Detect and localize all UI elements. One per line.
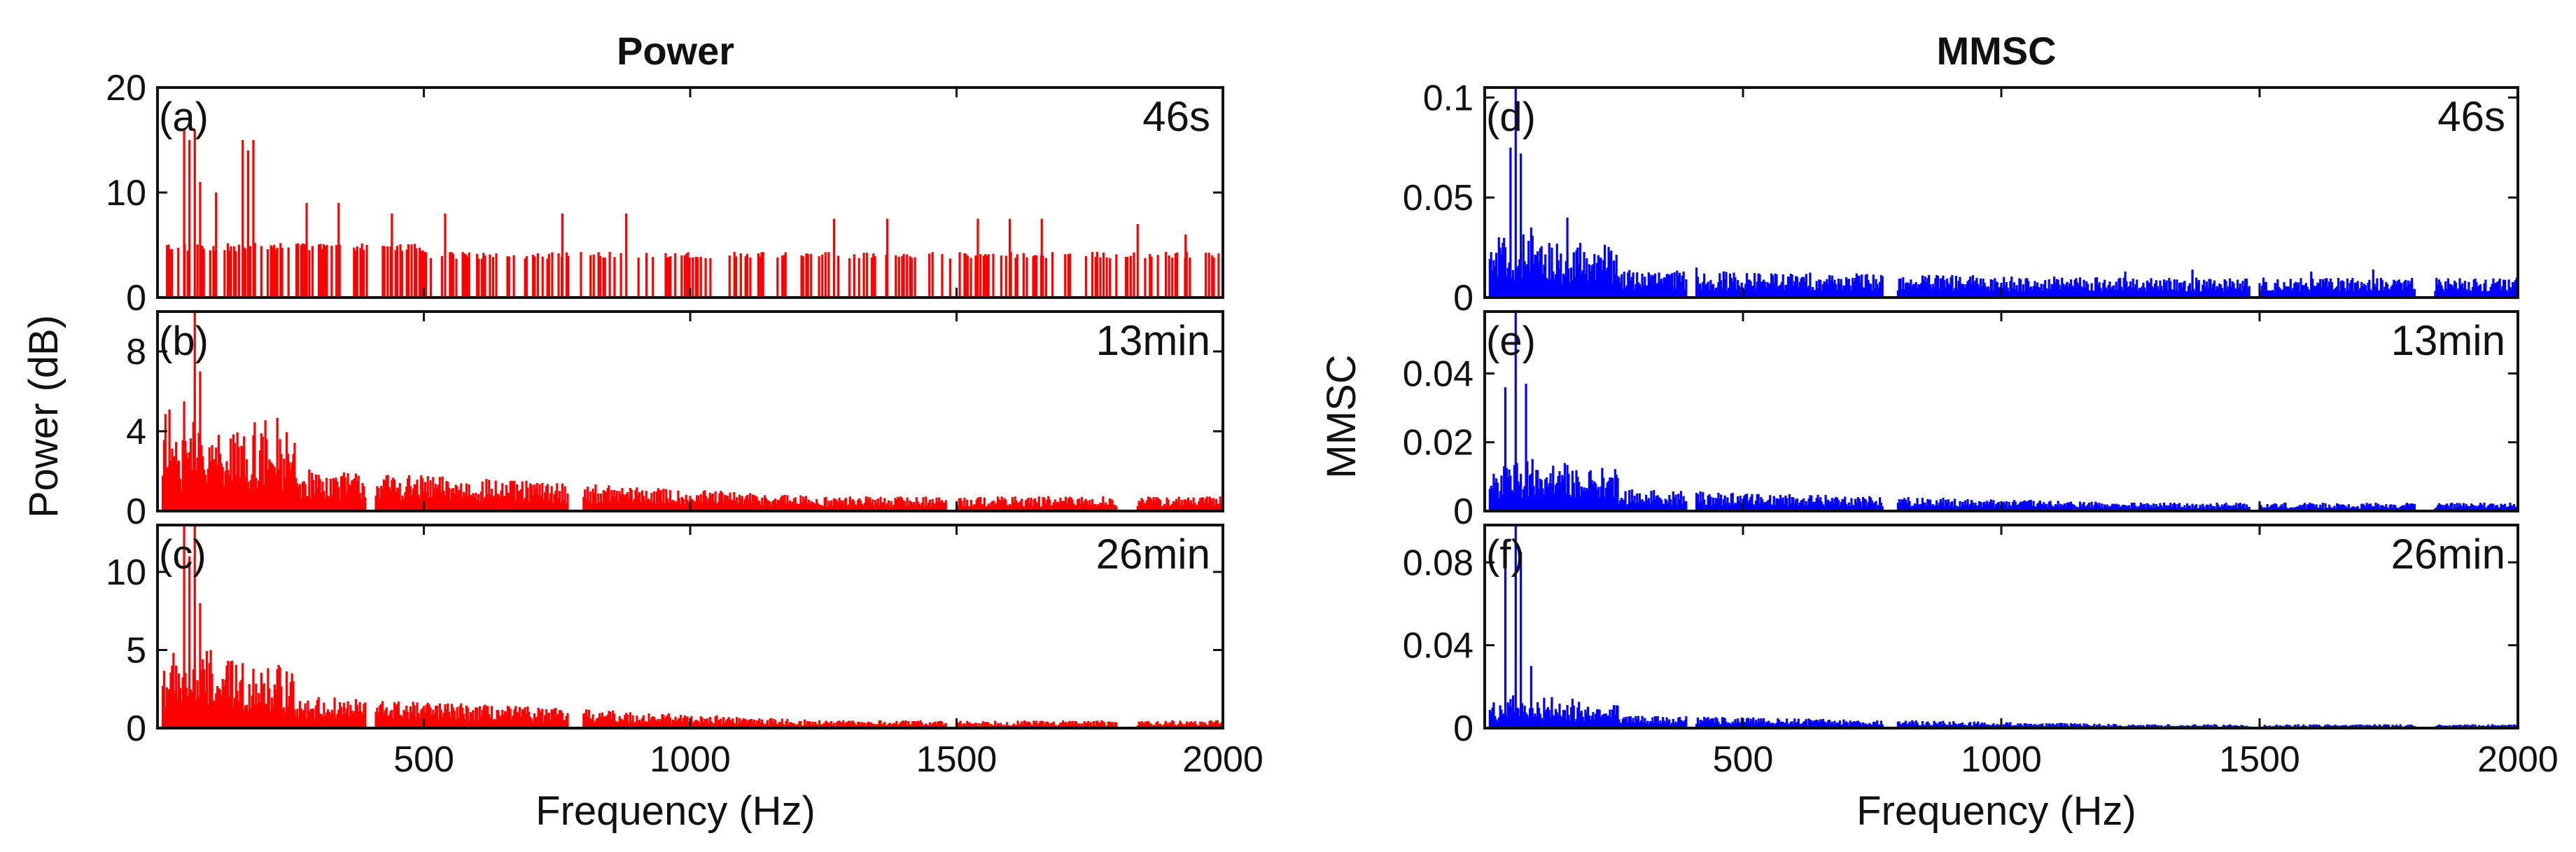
time-label-b: 13min bbox=[1096, 317, 1210, 364]
plot-frame-e bbox=[1483, 310, 2519, 512]
y-tick-label-d-1: 0.05 bbox=[1403, 178, 1474, 218]
right-y-axis-label: MMSC bbox=[1319, 354, 1364, 478]
left-column-title: Power bbox=[617, 29, 734, 73]
plot-frame-f bbox=[1483, 524, 2519, 729]
plot-frame-c bbox=[156, 524, 1224, 729]
panels: 0 10 20 (a) 46s 0 4 8 (b) 13min 0 5 10 500 1000 1500 200… bbox=[106, 68, 2558, 780]
panel-label-e: (e) bbox=[1486, 319, 1536, 364]
right-column-title: MMSC bbox=[1936, 29, 2056, 73]
y-tick-label-d-0: 0 bbox=[1453, 278, 1474, 319]
panel-a: 0 10 20 (a) 46s bbox=[106, 68, 1224, 319]
x-tick-label-f-3: 2000 bbox=[2477, 739, 2558, 780]
y-tick-label-b-0: 0 bbox=[126, 491, 146, 532]
plot-frame-d bbox=[1483, 86, 2519, 299]
y-tick-label-f-1: 0.04 bbox=[1403, 626, 1474, 666]
x-tick-label-c-1: 1000 bbox=[650, 739, 731, 780]
panel-label-c: (c) bbox=[159, 532, 206, 578]
x-tick-label-f-1: 1000 bbox=[1961, 739, 2042, 780]
right-x-axis-label: Frequency (Hz) bbox=[1856, 788, 2136, 834]
y-tick-label-c-0: 0 bbox=[126, 708, 146, 749]
panel-label-a: (a) bbox=[159, 95, 209, 140]
y-tick-label-f-0: 0 bbox=[1453, 708, 1474, 749]
y-tick-label-b-2: 8 bbox=[126, 332, 146, 372]
y-tick-label-a-0: 0 bbox=[126, 278, 146, 319]
y-tick-label-f-2: 0.08 bbox=[1403, 543, 1474, 583]
y-tick-label-e-1: 0.02 bbox=[1403, 423, 1474, 463]
x-tick-label-f-0: 500 bbox=[1713, 739, 1774, 780]
panel-label-f: (f) bbox=[1486, 532, 1525, 578]
y-tick-label-b-1: 4 bbox=[126, 412, 146, 452]
panel-c: 0 5 10 500 1000 1500 2000 (c) 26min bbox=[106, 524, 1264, 780]
time-label-f: 26min bbox=[2391, 531, 2505, 578]
bar-series-d bbox=[1488, 88, 2518, 298]
panel-e: 0 0.02 0.04 (e) 13min bbox=[1403, 310, 2519, 532]
panel-d: 0 0.05 0.1 (d) 46s bbox=[1403, 78, 2519, 319]
y-tick-label-e-0: 0 bbox=[1453, 491, 1474, 532]
x-tick-label-f-2: 1500 bbox=[2219, 739, 2300, 780]
x-tick-label-c-0: 500 bbox=[393, 739, 454, 780]
left-x-axis-label: Frequency (Hz) bbox=[536, 788, 816, 834]
panel-label-b: (b) bbox=[159, 319, 209, 364]
y-tick-label-c-1: 5 bbox=[126, 630, 146, 671]
time-label-c: 26min bbox=[1096, 531, 1210, 578]
bar-series-a bbox=[166, 130, 1220, 298]
bar-series-f bbox=[1488, 525, 2518, 728]
panel-b: 0 4 8 (b) 13min bbox=[126, 310, 1224, 532]
bar-series-c bbox=[162, 525, 1223, 728]
y-tick-label-a-2: 20 bbox=[106, 68, 146, 109]
panel-label-d: (d) bbox=[1486, 95, 1536, 140]
time-label-a: 46s bbox=[1142, 93, 1210, 140]
time-label-d: 46s bbox=[2437, 93, 2505, 140]
left-y-axis-label: Power (dB) bbox=[21, 315, 66, 518]
y-tick-label-d-2: 0.1 bbox=[1423, 78, 1474, 118]
time-label-e: 13min bbox=[2391, 317, 2505, 364]
x-tick-label-c-3: 2000 bbox=[1182, 739, 1264, 780]
y-tick-label-e-2: 0.04 bbox=[1403, 354, 1474, 394]
bar-series-b bbox=[162, 312, 1223, 511]
panel-f: 0 0.04 0.08 500 1000 1500 2000 (f) 26min bbox=[1403, 524, 2558, 780]
y-tick-label-c-2: 10 bbox=[106, 552, 146, 593]
y-tick-label-a-1: 10 bbox=[106, 173, 146, 214]
plot-frame-b bbox=[156, 310, 1224, 512]
bar-series-e bbox=[1488, 312, 2518, 511]
x-tick-label-c-2: 1500 bbox=[916, 739, 997, 780]
